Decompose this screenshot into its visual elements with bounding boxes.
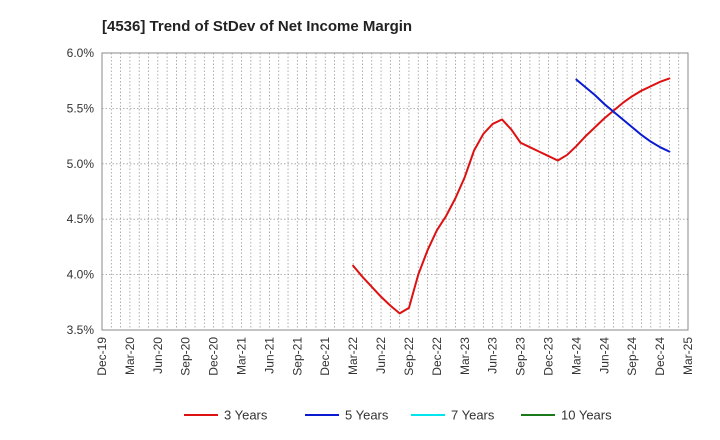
plot-frame (101, 52, 689, 331)
x-tick-label: Dec-20 (207, 337, 221, 376)
x-tick-label: Sep-24 (625, 337, 639, 376)
x-tick-label: Mar-25 (681, 337, 695, 375)
x-tick-label: Sep-23 (514, 337, 528, 376)
axes (101, 52, 689, 331)
y-tick-label: 6.0% (67, 46, 95, 60)
x-tick-label: Jun-24 (597, 337, 611, 374)
series-line-3-years (352, 77, 671, 315)
legend: 3 Years 5 Years 7 Years 10 Years (184, 408, 612, 423)
x-tick-label: Dec-23 (541, 337, 555, 376)
series-line-5-years (575, 78, 671, 153)
legend-label: 5 Years (345, 408, 389, 423)
legend-label: 10 Years (561, 408, 612, 423)
y-tick-label: 4.5% (67, 212, 95, 226)
y-tick-label: 3.5% (67, 323, 95, 337)
grid-lines (102, 53, 688, 330)
y-tick-labels: 3.5% 4.0% 4.5% 5.0% 5.5% 6.0% (67, 46, 95, 337)
x-tick-label: Mar-22 (346, 337, 360, 375)
x-tick-labels: Dec-19 Mar-20 Jun-20 Sep-20 Dec-20 Mar-21 Jun-… (95, 337, 695, 376)
x-tick-label: Sep-20 (179, 337, 193, 376)
y-tick-label: 5.5% (67, 101, 95, 115)
x-tick-label: Sep-22 (402, 337, 416, 376)
x-tick-label: Jun-23 (486, 337, 500, 374)
x-tick-label: Jun-21 (262, 337, 276, 374)
y-tick-label: 5.0% (67, 157, 95, 171)
x-tick-label: Jun-20 (151, 337, 165, 374)
x-tick-label: Dec-24 (653, 337, 667, 376)
x-tick-label: Mar-21 (235, 337, 249, 375)
y-tick-label: 4.0% (67, 268, 95, 282)
x-tick-label: Dec-22 (430, 337, 444, 376)
x-tick-label: Jun-22 (374, 337, 388, 374)
chart-title: [4536] Trend of StDev of Net Income Marg… (102, 18, 412, 35)
x-tick-label: Sep-21 (290, 337, 304, 376)
legend-label: 3 Years (224, 408, 268, 423)
x-tick-label: Mar-20 (123, 337, 137, 375)
x-tick-label: Mar-24 (569, 337, 583, 375)
x-tick-label: Dec-19 (95, 337, 109, 376)
x-tick-label: Mar-23 (458, 337, 472, 375)
legend-label: 7 Years (451, 408, 495, 423)
x-tick-label: Dec-21 (318, 337, 332, 376)
series-lines (352, 77, 671, 315)
